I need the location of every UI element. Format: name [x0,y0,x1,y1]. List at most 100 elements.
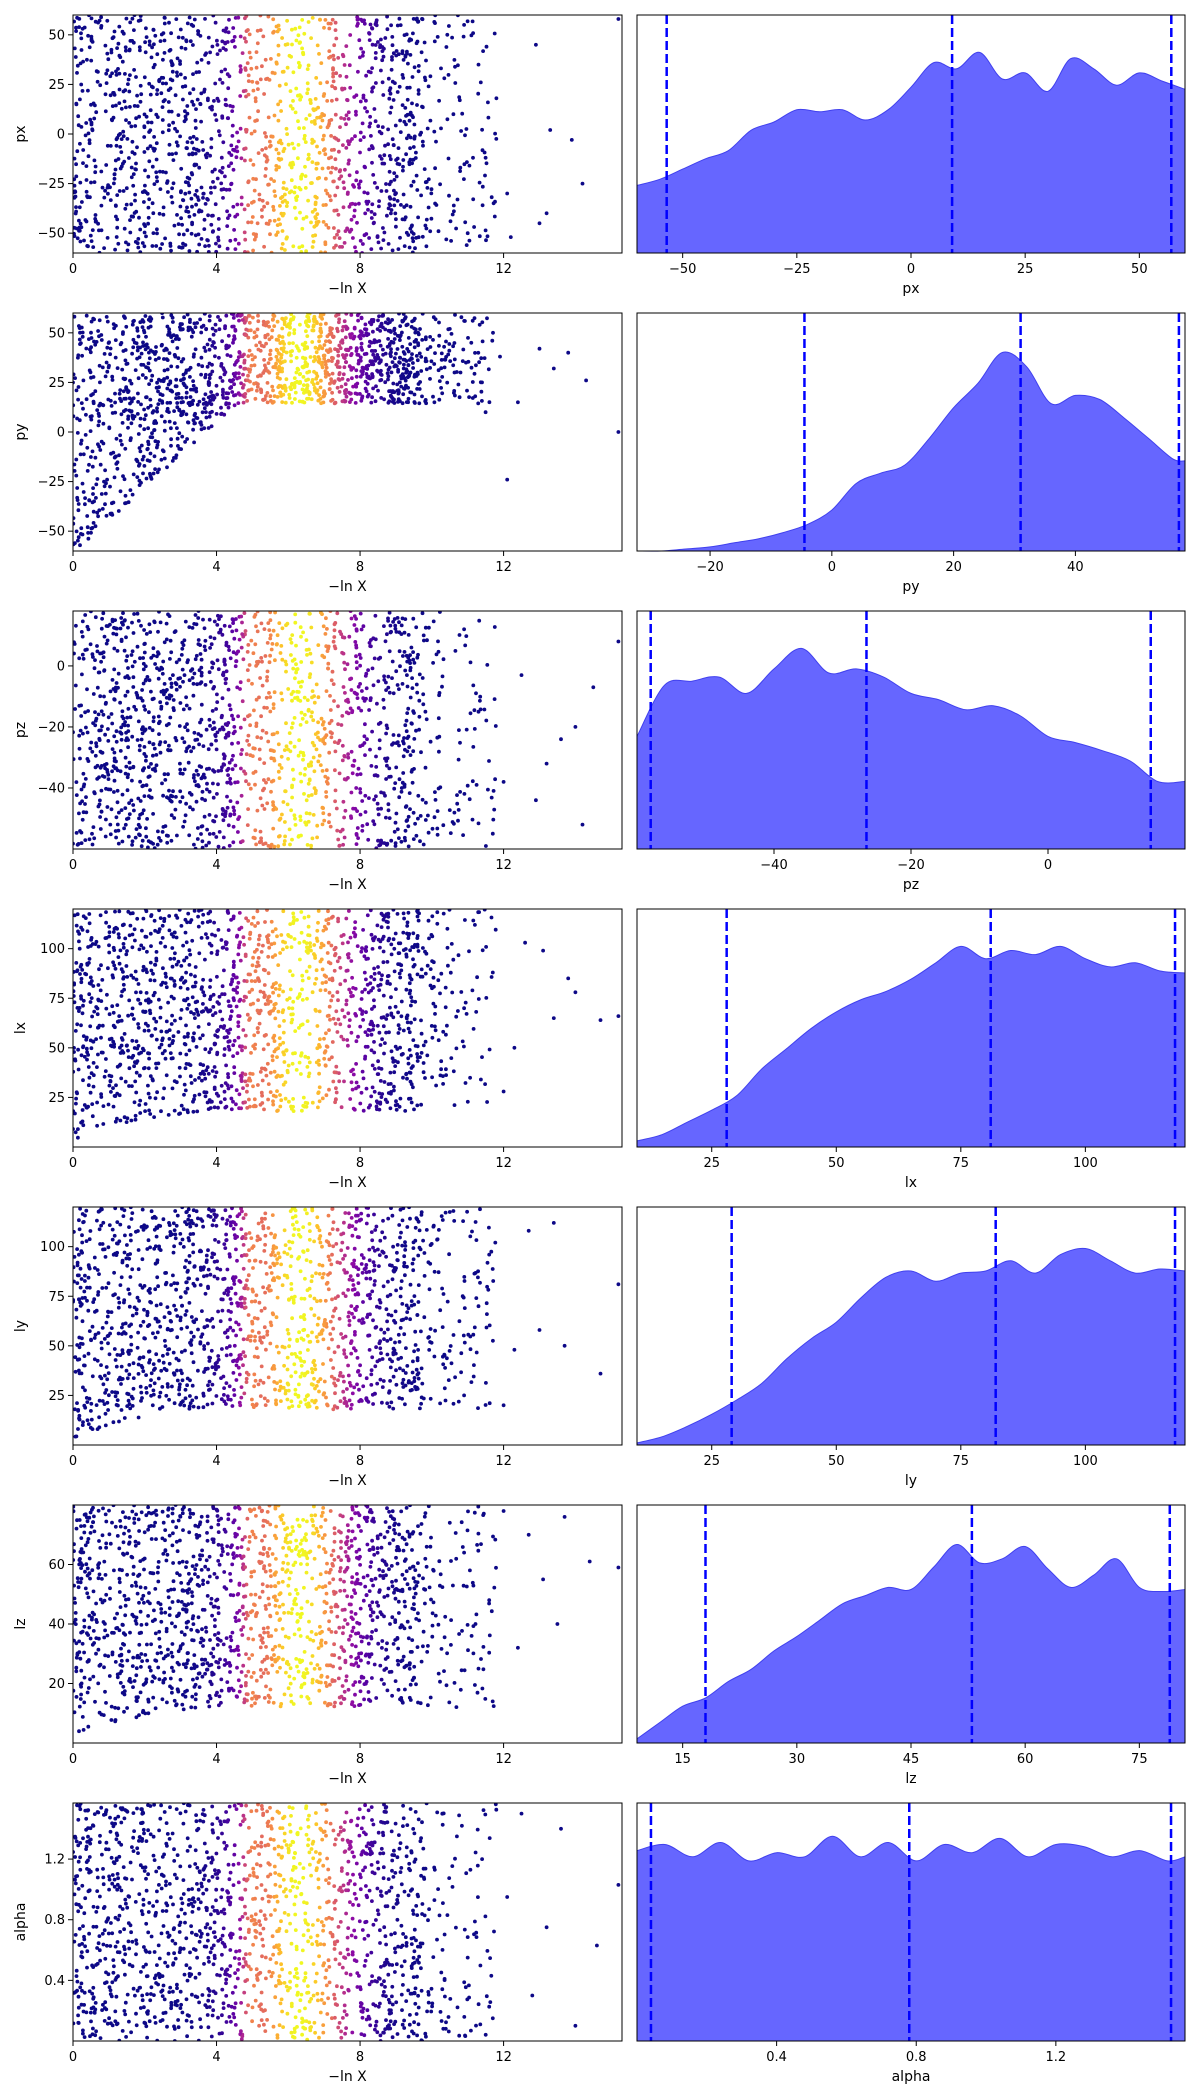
trace-outlier-point [569,138,574,142]
x-tick-label: 100 [1073,1454,1098,1469]
trace-outlier-point [551,366,556,371]
trace-outlier-point [465,1955,470,1960]
trace-y-axis-label: alpha [13,1903,29,1942]
trace-outlier-point [476,1666,481,1671]
trace-points-lx [73,909,621,1140]
trace-outlier-point [562,1343,567,1348]
x-tick-label: 50 [828,1454,845,1469]
y-tick-label: −20 [38,720,65,735]
marginal-density-alpha [636,1835,1186,2042]
x-tick-label: 4 [212,262,220,277]
y-tick-label: 75 [48,992,65,1007]
y-tick-label: −50 [38,525,65,540]
trace-outlier-point [616,1883,621,1887]
trace-outlier-point [548,128,553,132]
trace-outlier-point [462,1550,466,1555]
trace-outlier-point [498,354,502,359]
y-tick-label: −25 [38,475,65,490]
trace-outlier-point [616,1565,621,1570]
trace-y-axis-label: lx [13,1022,29,1034]
marginal-density-lx [636,945,1186,1148]
y-tick-label: 25 [48,78,65,93]
trace-outlier-point [490,831,495,836]
x-tick-label: 8 [356,262,364,277]
trace-y-axis-label: pz [13,722,29,738]
trace-outlier-point [469,340,474,345]
trace-outlier-point [512,1045,517,1050]
trace-x-axis-label: −ln X [328,281,367,297]
trace-outlier-point [551,1221,556,1225]
y-tick-label: −50 [38,227,65,242]
x-tick-label: 75 [1131,1752,1148,1767]
marginal-frame [636,312,1186,552]
trace-panel-alpha: 0 4 8 12 1.2 0.8 0.4 −ln X alpha [13,1802,623,2085]
x-tick-label: 30 [789,1752,806,1767]
trace-outlier-point [476,709,481,714]
x-tick-label: 25 [703,1156,720,1171]
x-tick-label: 4 [212,1156,220,1171]
trace-outlier-point [447,1520,452,1525]
marginal-panel-lx: 25 50 75 100 lx [636,908,1186,1191]
trace-outlier-point [447,327,452,331]
x-tick-label: 4 [212,858,220,873]
trace-outlier-point [462,627,466,632]
trace-outlier-point [584,378,588,383]
x-tick-label: 12 [495,858,512,873]
x-tick-label: 0 [1044,858,1052,873]
trace-outlier-point [559,1826,563,1831]
trace-outlier-point [465,231,470,236]
x-tick-label: 45 [903,1752,920,1767]
x-tick-label: 4 [212,1454,220,1469]
x-tick-label: 0 [69,2050,77,2065]
trace-outlier-point [559,737,563,742]
trace-outlier-point [483,155,488,160]
y-tick-label: 25 [48,1389,65,1404]
x-tick-label: 0.8 [906,2050,927,2065]
trace-outlier-point [462,23,466,27]
y-tick-label: 100 [40,942,65,957]
trace-frame [72,908,623,1148]
x-tick-label: 100 [1073,1156,1098,1171]
trace-x-axis-label: −ln X [328,1175,367,1191]
trace-panel-px: 0 4 8 12 50 25 0 −25 −50 −ln X px [13,14,623,297]
marginal-panel-lz: 15 30 45 60 75 lz [636,1504,1186,1787]
y-tick-label: 0 [57,426,65,441]
x-tick-label: 0.4 [766,2050,787,2065]
trace-panel-lx: 0 4 8 12 100 75 50 25 −ln X lx [13,908,623,1191]
x-tick-label: 8 [356,2050,364,2065]
x-tick-label: 50 [1131,262,1148,277]
marginal-x-axis-label: lx [905,1175,917,1191]
trace-outlier-point [534,42,538,47]
trace-outlier-point [573,990,578,995]
trace-outlier-point [490,970,495,975]
x-tick-label: −20 [696,560,723,575]
trace-outlier-point [512,1347,517,1352]
marginal-panel-px: −50 −25 0 25 50 px [636,14,1186,297]
trace-points-lz [73,1505,621,1734]
y-tick-label: 25 [48,376,65,391]
trace-outlier-point [458,370,463,375]
x-tick-label: 12 [495,1156,512,1171]
x-tick-label: 8 [356,1752,364,1767]
trace-outlier-point [616,1282,621,1287]
x-tick-label: 4 [212,1752,220,1767]
x-tick-label: 25 [703,1454,720,1469]
x-tick-label: 12 [495,1752,512,1767]
trace-outlier-point [562,1515,567,1519]
marginal-density-px [636,51,1186,254]
x-tick-label: 12 [495,1454,512,1469]
x-tick-label: 8 [356,560,364,575]
marginal-x-axis-label: lz [905,1771,916,1787]
marginal-panel-py: −20 0 20 40 py [636,312,1186,595]
trace-outlier-point [616,17,621,21]
marginal-frame [636,1206,1186,1446]
trace-frame [72,14,623,254]
trace-outlier-point [505,191,510,196]
trace-y-axis-label: ly [13,1320,29,1332]
trace-outlier-point [487,1252,492,1257]
x-tick-label: 0 [69,1752,77,1767]
x-tick-label: 4 [212,2050,220,2065]
x-tick-label: 12 [495,262,512,277]
y-tick-label: 50 [48,1041,65,1056]
